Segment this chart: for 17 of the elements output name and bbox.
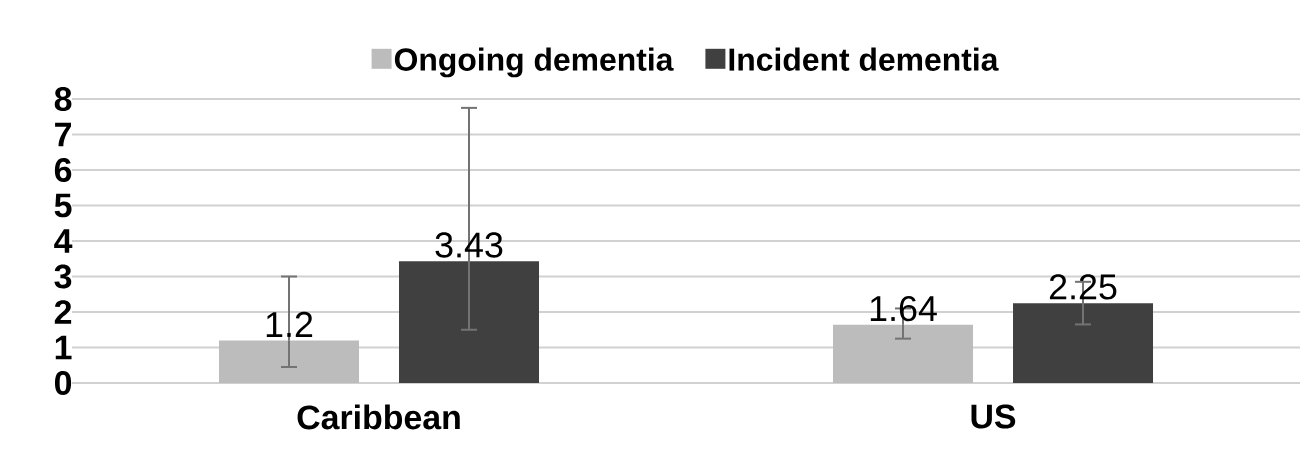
y-tick-label: 4 xyxy=(54,229,73,253)
legend-label: Ongoing dementia xyxy=(394,47,674,78)
x-tick-label: US xyxy=(971,404,1016,429)
data-label: 1.64 xyxy=(870,295,937,322)
y-tick-label: 8 xyxy=(54,87,72,111)
y-tick-label: 0 xyxy=(54,371,72,395)
y-tick-label: 2 xyxy=(54,300,72,324)
y-tick-label: 3 xyxy=(54,264,72,289)
data-label: 1.2 xyxy=(266,311,313,337)
data-label: 3.43 xyxy=(435,232,503,258)
y-tick-label: 7 xyxy=(55,122,71,147)
x-tick-label: Caribbean xyxy=(297,404,460,430)
y-tick-label: 5 xyxy=(54,193,72,218)
legend-label: Incident dementia xyxy=(729,47,999,71)
data-label: 2.25 xyxy=(1049,274,1117,300)
y-tick-label: 6 xyxy=(54,158,72,182)
y-tick-label: 1 xyxy=(55,335,72,360)
